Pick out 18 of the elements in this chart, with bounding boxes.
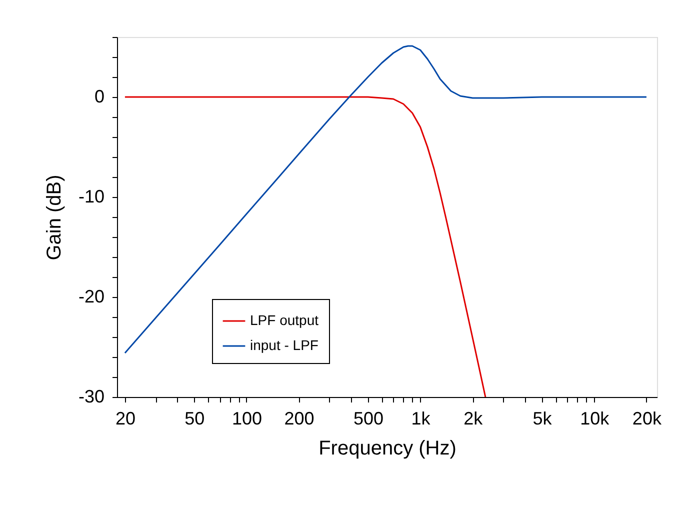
y-axis-title: Gain (dB) [43,174,66,260]
y-tick-label: -10 [78,186,104,206]
x-tick-label: 1k [411,408,432,428]
legend-label: LPF output [250,312,319,328]
y-tick-label: -30 [78,386,104,406]
x-tick-label: 100 [232,408,262,428]
x-axis-title: Frequency (Hz) [318,438,456,460]
x-tick-label: 2k [464,408,484,428]
x-tick-label: 5k [532,408,553,428]
x-tick-label: 20k [632,408,662,428]
x-tick-label: 50 [184,408,205,428]
x-tick-label: 20 [115,408,136,428]
x-tick-label: 10k [580,408,610,428]
legend-label: input - LPF [250,337,318,353]
y-tick-label: -20 [78,286,104,306]
x-tick-label: 200 [284,408,314,428]
x-tick-label: 500 [353,408,384,428]
y-tick-label: 0 [94,86,104,106]
